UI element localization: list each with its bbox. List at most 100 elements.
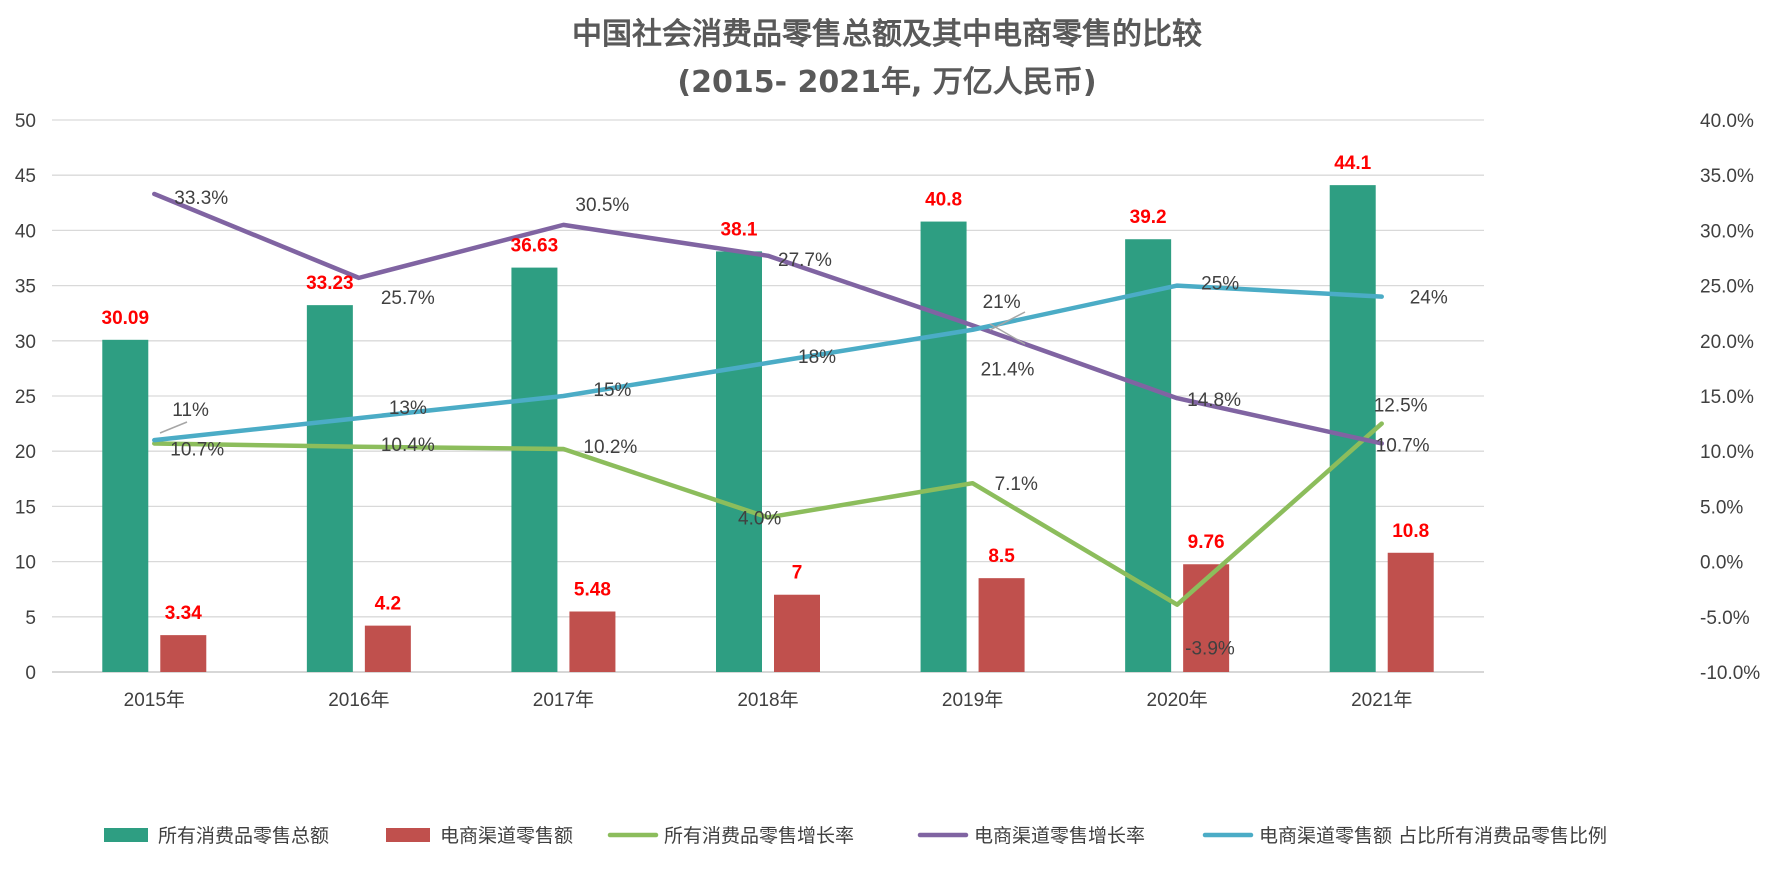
bar-value-label: 5.48	[574, 580, 611, 601]
left-tick-label: 30	[15, 332, 36, 353]
bar	[716, 251, 762, 672]
left-tick-label: 45	[15, 166, 36, 187]
category-label: 2021年	[1351, 689, 1412, 711]
bar	[1329, 185, 1376, 673]
bar-value-label: 8.5	[988, 546, 1015, 567]
line-value-label: 27.7%	[778, 250, 832, 271]
lines	[152, 191, 1384, 607]
legend-swatch	[386, 828, 430, 842]
right-tick-label: 15.0%	[1700, 387, 1754, 408]
category-label: 2017年	[533, 689, 594, 711]
bar-value-label: 38.1	[721, 219, 758, 240]
right-tick-label: -5.0%	[1700, 608, 1750, 629]
left-tick-label: 20	[15, 442, 36, 463]
bar-value-label: 30.09	[102, 308, 150, 329]
bar	[306, 305, 353, 672]
right-tick-label: 5.0%	[1700, 497, 1743, 518]
line-value-label: 10.2%	[583, 437, 637, 458]
leader-line	[159, 421, 188, 434]
series-line	[152, 191, 1384, 446]
category-label: 2018年	[737, 689, 798, 711]
left-tick-label: 15	[15, 497, 36, 518]
line-value-label: 21.4%	[981, 359, 1035, 380]
bar	[511, 267, 558, 672]
bar-labels: 30.09 33.23 36.63 38.1 40.8 39.2 44.1 3.34 4.2 5.…	[102, 153, 1430, 624]
bar-value-label: 33.23	[306, 273, 354, 294]
left-tick-label: 10	[15, 553, 36, 574]
right-tick-label: 35.0%	[1700, 166, 1754, 187]
left-tick-label: 50	[15, 111, 36, 132]
left-tick-label: 25	[15, 387, 36, 408]
category-label: 2015年	[124, 689, 185, 711]
right-tick-label: 40.0%	[1700, 111, 1754, 132]
legend: 所有消费品零售总额 电商渠道零售额 所有消费品零售增长率 电商渠道零售增长率 电商渠道零…	[104, 825, 1607, 847]
right-tick-label: 0.0%	[1700, 553, 1743, 574]
line-value-label: 10.4%	[381, 435, 435, 456]
line-value-label: 11%	[172, 400, 209, 421]
category-label: 2019年	[942, 689, 1003, 711]
line-labels: 10.7% 10.4% 10.2% 4.0% 7.1% -3.9% 12.5% 33.3% 25…	[159, 188, 1448, 660]
bar-value-label: 40.8	[925, 190, 962, 211]
left-tick-label: 0	[25, 663, 36, 684]
line-value-label: 21%	[983, 292, 1021, 313]
line-value-label: 25%	[1201, 274, 1239, 295]
chart-title: 中国社会消费品零售总额及其中电商零售的比较	[572, 17, 1202, 52]
left-tick-label: 35	[15, 277, 36, 298]
right-tick-label: -10.0%	[1700, 663, 1760, 684]
series-line	[152, 421, 1384, 607]
left-tick-label: 5	[25, 608, 36, 629]
line-value-label: 10.7%	[170, 439, 224, 460]
bar-value-label: 3.34	[165, 603, 202, 624]
line-value-label: 33.3%	[174, 188, 228, 209]
bar	[364, 625, 411, 672]
legend-label: 电商渠道零售额	[440, 825, 573, 847]
right-axis-ticks: -10.0% -5.0% 0.0% 5.0% 10.0% 15.0% 20.0% 25.0% 3…	[1700, 111, 1760, 684]
gridlines	[52, 119, 1484, 673]
legend-label: 电商渠道零售额 占比所有消费品零售比例	[1259, 825, 1607, 847]
line-value-label: 15%	[593, 380, 631, 401]
legend-label: 所有消费品零售总额	[158, 825, 329, 847]
bar-value-label: 36.63	[511, 236, 559, 257]
bars	[102, 185, 1434, 673]
line-value-label: 13%	[389, 398, 427, 419]
bar-value-label: 9.76	[1188, 532, 1225, 553]
legend-swatch	[104, 828, 148, 842]
bar	[102, 339, 149, 672]
line-value-label: 14.8%	[1187, 390, 1241, 411]
category-labels: 2015年 2016年 2017年 2018年 2019年 2020年 2021年	[124, 689, 1413, 711]
line-value-label: 18%	[798, 347, 836, 368]
series-line	[152, 283, 1384, 443]
line-value-label: 30.5%	[575, 195, 629, 216]
bar	[978, 578, 1025, 672]
chart-subtitle: (2015- 2021年, 万亿人民币)	[677, 65, 1096, 100]
left-axis-ticks: 0 5 10 15 20 25 30 35 40 45 50	[15, 111, 36, 684]
category-label: 2016年	[328, 689, 389, 711]
bar	[1125, 239, 1172, 672]
bar	[920, 221, 967, 672]
bar	[569, 611, 616, 672]
line-value-label: 25.7%	[381, 288, 435, 309]
line-value-label: 7.1%	[995, 474, 1038, 495]
bar-value-label: 44.1	[1334, 153, 1371, 174]
line-value-label: 4.0%	[738, 508, 781, 529]
legend-label: 所有消费品零售增长率	[664, 825, 854, 847]
line-value-label: -3.9%	[1185, 639, 1235, 660]
bar	[774, 594, 820, 672]
bar-value-label: 10.8	[1392, 521, 1429, 542]
bar-value-label: 4.2	[375, 594, 401, 615]
bar	[1183, 564, 1230, 672]
line-value-label: 12.5%	[1374, 396, 1428, 417]
line-value-label: 10.7%	[1376, 435, 1430, 456]
category-label: 2020年	[1147, 689, 1208, 711]
legend-label: 电商渠道零售增长率	[974, 825, 1145, 847]
bar	[160, 635, 207, 672]
bar-value-label: 39.2	[1130, 207, 1167, 228]
right-tick-label: 25.0%	[1700, 277, 1754, 298]
line-value-label: 24%	[1410, 288, 1448, 309]
right-tick-label: 30.0%	[1700, 221, 1754, 242]
leader-line	[989, 311, 1026, 331]
left-tick-label: 40	[15, 221, 36, 242]
right-tick-label: 10.0%	[1700, 442, 1754, 463]
right-tick-label: 20.0%	[1700, 332, 1754, 353]
